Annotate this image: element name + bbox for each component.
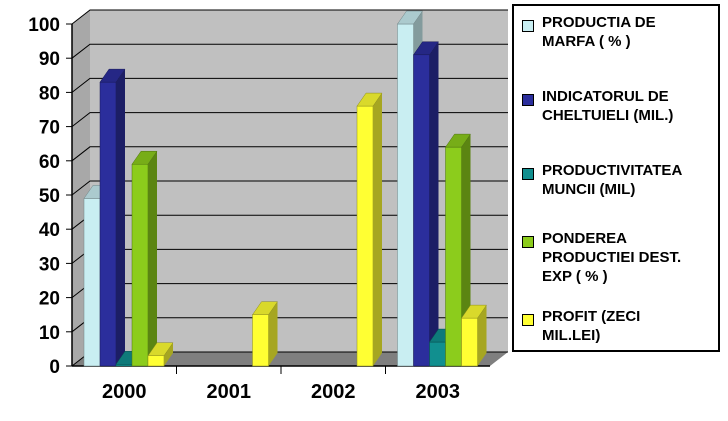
y-tick-label: 10 xyxy=(39,323,60,344)
legend-item: PROFIT (ZECI MIL.LEI) xyxy=(522,308,714,346)
bar-top xyxy=(445,133,471,148)
bar-side xyxy=(373,93,382,366)
legend-item: PRODUCTIVITATEA MUNCII (MIL) xyxy=(522,162,714,200)
legend-label-indicatorul: INDICATORUL DE CHELTUIELI (MIL.) xyxy=(542,88,674,124)
legend-swatch-productia xyxy=(522,20,534,32)
y-tick-label: 50 xyxy=(39,186,60,207)
legend-swatch-profit xyxy=(522,314,534,326)
bar-front xyxy=(99,81,117,367)
bar-front xyxy=(147,355,165,367)
bar-front xyxy=(413,54,430,367)
bar-side xyxy=(164,342,173,366)
y-tick-label: 80 xyxy=(39,83,60,104)
bar-top xyxy=(147,342,174,356)
x-tick-label: 2000 xyxy=(102,381,147,403)
legend-swatch-ponderea xyxy=(522,236,534,248)
bar-top xyxy=(99,68,126,83)
bar-front xyxy=(115,364,133,367)
y-tick-label: 90 xyxy=(39,49,60,70)
legend-swatch-productivitatea xyxy=(522,168,534,180)
y-tick-label: 30 xyxy=(39,254,60,275)
bar-top xyxy=(397,10,423,25)
y-tick-label: 40 xyxy=(39,220,60,241)
bar-top xyxy=(461,304,487,319)
gridline xyxy=(71,43,508,59)
bar-side xyxy=(429,41,439,366)
bar-top xyxy=(131,150,158,165)
bar-front xyxy=(252,314,269,367)
gridline xyxy=(71,77,508,93)
bar-front xyxy=(445,146,462,367)
x-tick-label: 2001 xyxy=(207,381,252,403)
legend-label-productia: PRODUCTIA DE MARFA ( % ) xyxy=(542,14,656,50)
y-tick-label: 0 xyxy=(49,357,60,378)
x-tick-label: 2002 xyxy=(311,381,356,403)
gridline xyxy=(71,9,508,25)
bar-top xyxy=(356,92,383,107)
legend-label-profit: PROFIT (ZECI MIL.LEI) xyxy=(542,308,641,344)
bar-top xyxy=(252,301,278,315)
bar-front xyxy=(131,163,149,367)
bar-front xyxy=(397,23,414,367)
legend-item: PONDEREA PRODUCTIEI DEST. EXP ( % ) xyxy=(522,230,714,286)
bar-side xyxy=(148,151,157,366)
bar-front xyxy=(83,198,101,367)
y-tick-label: 60 xyxy=(39,152,60,173)
legend: PRODUCTIA DE MARFA ( % ) INDICATORUL DE … xyxy=(512,4,720,352)
legend-item: INDICATORUL DE CHELTUIELI (MIL.) xyxy=(522,88,714,126)
bar-front xyxy=(429,341,446,367)
bar-side xyxy=(477,305,487,366)
y-tick-label: 20 xyxy=(39,289,60,310)
y-tick-label: 100 xyxy=(28,15,60,36)
bar-side xyxy=(268,301,278,366)
x-tick-label: 2003 xyxy=(416,381,461,403)
legend-label-productivitatea: PRODUCTIVITATEA MUNCII (MIL) xyxy=(542,162,683,198)
bar-front xyxy=(356,105,374,367)
bar-top xyxy=(413,41,439,56)
legend-item: PRODUCTIA DE MARFA ( % ) xyxy=(522,14,714,52)
legend-swatch-indicatorul xyxy=(522,94,534,106)
legend-label-ponderea: PONDEREA PRODUCTIEI DEST. EXP ( % ) xyxy=(542,230,682,285)
bar-front xyxy=(461,317,478,367)
y-tick-label: 70 xyxy=(39,118,60,139)
bar-side xyxy=(116,69,125,366)
